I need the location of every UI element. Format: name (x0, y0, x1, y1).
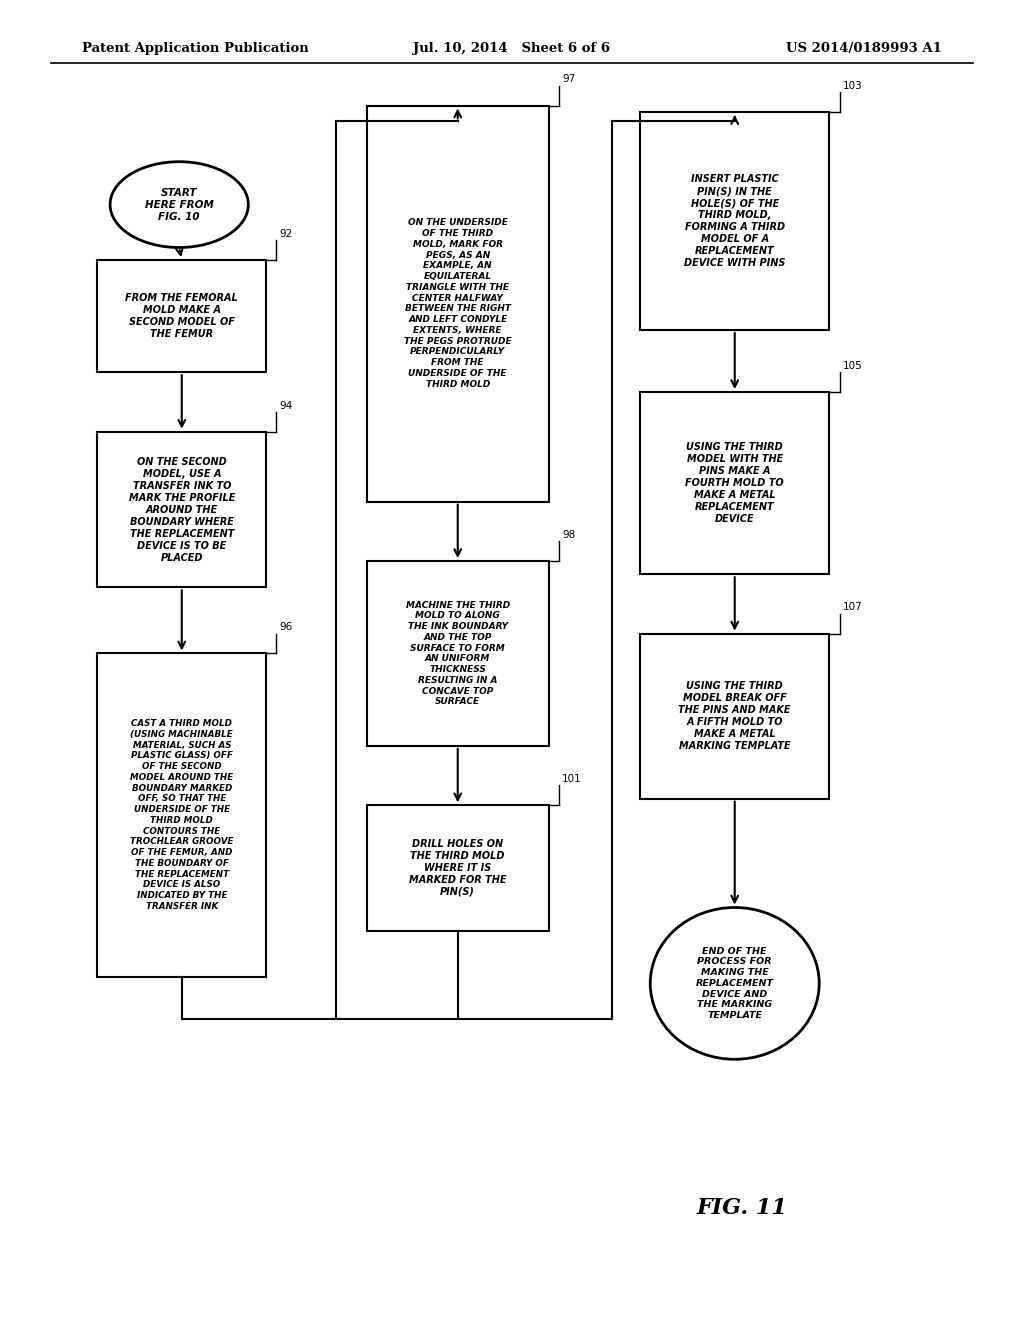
Text: USING THE THIRD
MODEL BREAK OFF
THE PINS AND MAKE
A FIFTH MOLD TO
MAKE A METAL
M: USING THE THIRD MODEL BREAK OFF THE PINS… (679, 681, 791, 751)
Text: ON THE UNDERSIDE
OF THE THIRD
MOLD, MARK FOR
PEGS, AS AN
EXAMPLE, AN
EQUILATERAL: ON THE UNDERSIDE OF THE THIRD MOLD, MARK… (403, 219, 512, 388)
Text: 103: 103 (843, 81, 862, 91)
Ellipse shape (110, 162, 248, 248)
FancyBboxPatch shape (97, 260, 266, 372)
Text: FROM THE FEMORAL
MOLD MAKE A
SECOND MODEL OF
THE FEMUR: FROM THE FEMORAL MOLD MAKE A SECOND MODE… (125, 293, 239, 339)
Text: 92: 92 (280, 228, 293, 239)
Text: INSERT PLASTIC
PIN(S) IN THE
HOLE(S) OF THE
THIRD MOLD,
FORMING A THIRD
MODEL OF: INSERT PLASTIC PIN(S) IN THE HOLE(S) OF … (684, 174, 785, 268)
Text: 98: 98 (562, 529, 575, 540)
Text: 107: 107 (843, 602, 862, 612)
Text: Jul. 10, 2014   Sheet 6 of 6: Jul. 10, 2014 Sheet 6 of 6 (414, 42, 610, 55)
FancyBboxPatch shape (367, 805, 549, 931)
Text: 101: 101 (562, 774, 582, 784)
Text: FIG. 11: FIG. 11 (696, 1197, 787, 1218)
Text: US 2014/0189993 A1: US 2014/0189993 A1 (786, 42, 942, 55)
FancyBboxPatch shape (640, 112, 829, 330)
Text: DRILL HOLES ON
THE THIRD MOLD
WHERE IT IS
MARKED FOR THE
PIN(S): DRILL HOLES ON THE THIRD MOLD WHERE IT I… (409, 840, 507, 896)
Text: ON THE SECOND
MODEL, USE A
TRANSFER INK TO
MARK THE PROFILE
AROUND THE
BOUNDARY : ON THE SECOND MODEL, USE A TRANSFER INK … (129, 457, 234, 562)
Text: MACHINE THE THIRD
MOLD TO ALONG
THE INK BOUNDARY
AND THE TOP
SURFACE TO FORM
AN : MACHINE THE THIRD MOLD TO ALONG THE INK … (406, 601, 510, 706)
Text: USING THE THIRD
MODEL WITH THE
PINS MAKE A
FOURTH MOLD TO
MAKE A METAL
REPLACEME: USING THE THIRD MODEL WITH THE PINS MAKE… (685, 442, 784, 524)
Text: Patent Application Publication: Patent Application Publication (82, 42, 308, 55)
Text: CAST A THIRD MOLD
(USING MACHINABLE
MATERIAL, SUCH AS
PLASTIC GLASS) OFF
OF THE : CAST A THIRD MOLD (USING MACHINABLE MATE… (130, 719, 233, 911)
FancyBboxPatch shape (367, 106, 549, 502)
Text: 97: 97 (562, 74, 575, 84)
Text: START
HERE FROM
FIG. 10: START HERE FROM FIG. 10 (144, 187, 214, 222)
FancyBboxPatch shape (97, 432, 266, 587)
Ellipse shape (650, 908, 819, 1059)
Text: 105: 105 (843, 360, 862, 371)
FancyBboxPatch shape (97, 653, 266, 977)
FancyBboxPatch shape (367, 561, 549, 746)
Text: 94: 94 (280, 400, 293, 411)
FancyBboxPatch shape (640, 634, 829, 799)
Text: END OF THE
PROCESS FOR
MAKING THE
REPLACEMENT
DEVICE AND
THE MARKING
TEMPLATE: END OF THE PROCESS FOR MAKING THE REPLAC… (695, 946, 774, 1020)
Text: 96: 96 (280, 622, 293, 632)
FancyBboxPatch shape (640, 392, 829, 574)
